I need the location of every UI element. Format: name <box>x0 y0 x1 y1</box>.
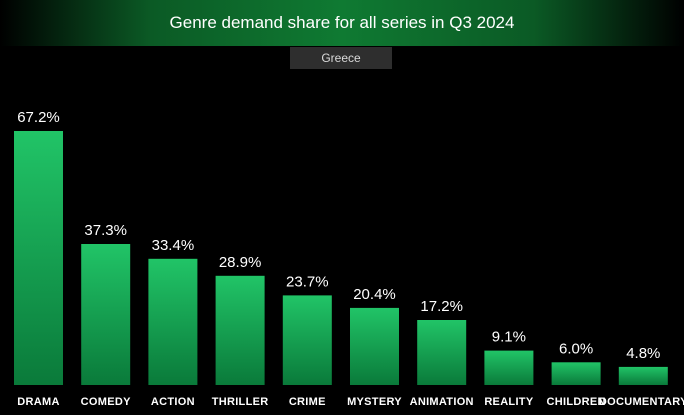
value-label-children: 6.0% <box>559 340 593 357</box>
bar-comedy <box>81 244 131 385</box>
category-label-reality: REALITY <box>484 396 534 408</box>
value-label-action: 33.4% <box>152 237 195 254</box>
bar-mystery <box>350 307 399 385</box>
category-label-mystery: MYSTERY <box>347 396 402 408</box>
title-band <box>0 0 684 46</box>
bar-animation <box>417 320 467 385</box>
bar-children <box>551 362 601 385</box>
bar-thriller <box>215 275 265 385</box>
value-label-reality: 9.1% <box>492 329 526 346</box>
category-label-crime: CRIME <box>289 396 326 408</box>
chart-title: Genre demand share for all series in Q3 … <box>169 13 515 32</box>
bar-action <box>148 258 198 385</box>
category-label-comedy: COMEDY <box>81 396 131 408</box>
value-label-documentary: 4.8% <box>626 345 660 362</box>
value-label-comedy: 37.3% <box>84 222 127 239</box>
category-label-thriller: THRILLER <box>212 396 269 408</box>
category-label-action: ACTION <box>151 396 195 408</box>
category-label-drama: DRAMA <box>17 396 59 408</box>
category-label-animation: ANIMATION <box>410 396 474 408</box>
value-label-mystery: 20.4% <box>353 286 396 303</box>
value-label-drama: 67.2% <box>17 109 60 126</box>
category-label-children: CHILDREN <box>546 396 605 408</box>
bar-drama <box>14 131 63 385</box>
value-label-crime: 23.7% <box>286 273 329 290</box>
bar-reality <box>484 350 534 385</box>
chart-subtitle: Greece <box>290 47 392 69</box>
bar-crime <box>282 295 332 385</box>
value-label-animation: 17.2% <box>420 298 463 315</box>
category-label-documentary: DOCUMENTARY <box>599 396 684 408</box>
value-label-thriller: 28.9% <box>219 254 262 271</box>
bar-documentary <box>618 366 668 385</box>
